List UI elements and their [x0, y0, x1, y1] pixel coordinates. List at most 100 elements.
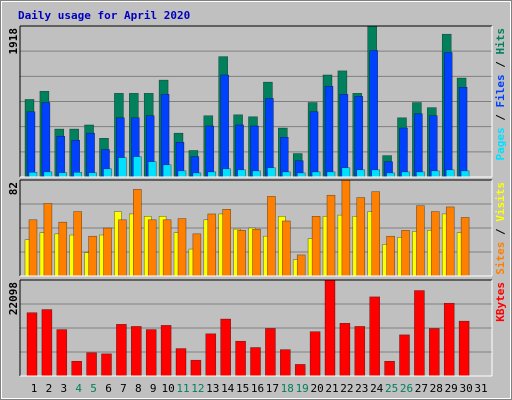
legend-separator: / [494, 222, 507, 242]
bar [401, 230, 410, 277]
x-tick-label: 31 [474, 382, 487, 395]
bar [443, 302, 455, 377]
bar [282, 171, 291, 178]
bar [86, 132, 95, 178]
bar [384, 360, 395, 377]
bar [41, 102, 51, 178]
bar [309, 111, 319, 178]
x-tick-label: 12 [191, 382, 204, 395]
legend-entry: KBytes [494, 282, 507, 322]
x-tick-label: 22 [340, 382, 353, 395]
bar [429, 115, 438, 178]
bar [267, 167, 276, 178]
bar [190, 359, 202, 377]
bar [103, 227, 112, 277]
bar [56, 135, 66, 178]
bar [41, 309, 53, 377]
x-tick-label: 29 [445, 382, 458, 395]
x-tick-label: 8 [135, 382, 142, 395]
bar [147, 219, 157, 277]
bar [431, 211, 440, 277]
bar [26, 111, 36, 178]
bar [429, 328, 440, 377]
bar [458, 320, 470, 377]
bar [445, 206, 455, 277]
bar [207, 213, 217, 277]
x-tick-label: 18 [281, 382, 294, 395]
x-tick-label: 27 [415, 382, 428, 395]
x-tick-label: 4 [75, 382, 82, 395]
bar [73, 211, 82, 277]
x-tick-label: 9 [150, 382, 157, 395]
bar [341, 179, 351, 277]
x-tick-label: 21 [325, 382, 338, 395]
bar [101, 353, 112, 377]
legend: KBytes [494, 282, 507, 322]
bar [280, 349, 291, 377]
x-tick-label: 3 [60, 382, 67, 395]
bar [356, 169, 366, 178]
bar [399, 127, 408, 178]
bar [414, 113, 423, 178]
x-tick-label: 11 [176, 382, 189, 395]
bar [250, 125, 259, 178]
bar [326, 194, 336, 277]
x-tick-label: 10 [161, 382, 174, 395]
bar [86, 352, 97, 377]
bar [222, 168, 231, 178]
bar [339, 323, 351, 377]
x-tick-label: 25 [385, 382, 398, 395]
bar [147, 161, 157, 178]
x-tick-label: 5 [90, 382, 97, 395]
bar [237, 169, 246, 178]
bar [309, 331, 321, 377]
bar [371, 191, 380, 277]
x-tick-label: 20 [310, 382, 323, 395]
bar [296, 172, 306, 178]
legend: Pages / Files / Hits [494, 28, 507, 161]
bar [58, 172, 68, 178]
x-tick-label: 13 [206, 382, 219, 395]
bar [220, 318, 231, 377]
bar [267, 196, 276, 277]
bar [443, 52, 453, 178]
bar [118, 219, 127, 277]
bar [162, 164, 172, 178]
bar [341, 167, 351, 178]
bar [369, 50, 378, 178]
bar [265, 98, 274, 178]
bar [220, 74, 229, 178]
bar [324, 85, 334, 178]
bar [222, 209, 231, 277]
x-tick-label: 14 [221, 382, 235, 395]
bar [252, 228, 261, 277]
bar [28, 172, 38, 178]
bar [280, 136, 289, 178]
x-tick-label: 7 [120, 382, 127, 395]
bar [28, 219, 38, 277]
bar [43, 203, 53, 277]
bar [354, 96, 364, 178]
bar [205, 333, 217, 377]
x-tick-label: 17 [266, 382, 279, 395]
bar [71, 360, 82, 377]
x-tick-label: 23 [355, 382, 368, 395]
bar [207, 171, 217, 178]
bar [354, 326, 366, 377]
bar [369, 296, 380, 377]
bar [103, 168, 112, 178]
bar [56, 329, 68, 377]
bar [118, 157, 127, 178]
legend-entry: Visits [494, 182, 507, 222]
bar [192, 172, 202, 178]
bar [265, 328, 276, 377]
bar [296, 254, 306, 277]
bar [311, 171, 321, 178]
bar [399, 334, 410, 377]
bar [414, 290, 425, 377]
bar [205, 125, 215, 178]
bar [311, 216, 321, 277]
chart-title: Daily usage for April 2020 [18, 9, 190, 22]
